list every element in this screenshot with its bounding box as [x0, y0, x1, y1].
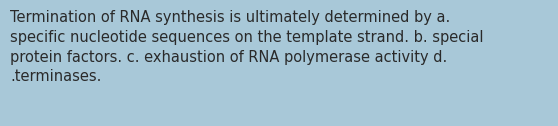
Text: Termination of RNA synthesis is ultimately determined by a.
specific nucleotide : Termination of RNA synthesis is ultimate… — [10, 10, 483, 84]
